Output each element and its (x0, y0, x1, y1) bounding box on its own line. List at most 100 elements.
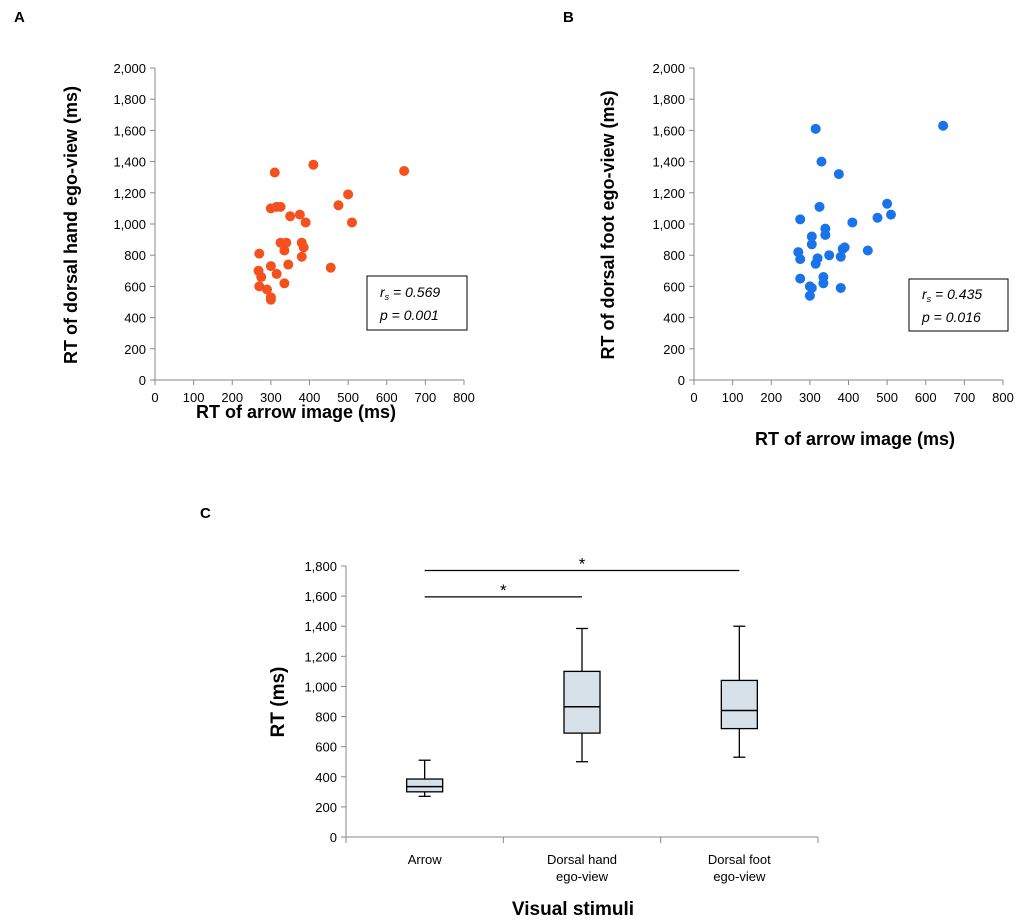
y-tick-label-foot: 1,400 (652, 155, 685, 170)
y-tick-label-box: 1,400 (304, 619, 337, 634)
y-tick-label-hand: 400 (124, 311, 146, 326)
y-tick-label-box: 400 (315, 770, 337, 785)
data-point-foot (882, 198, 893, 209)
data-point-hand (343, 189, 354, 200)
data-point-foot (872, 212, 883, 223)
data-point-hand (265, 294, 276, 305)
stat-rs-foot: rs = 0.435 (922, 286, 982, 304)
stat-p-foot: p = 0.016 (921, 309, 981, 325)
data-point-hand (254, 248, 265, 259)
data-point-hand (262, 284, 273, 295)
data-point-hand (325, 262, 336, 273)
x-tick-label-foot: 300 (799, 390, 821, 405)
y-tick-label-box: 1,800 (304, 559, 337, 574)
data-point-foot (862, 245, 873, 256)
y-tick-label-hand: 0 (139, 373, 146, 388)
y-tick-label-box: 200 (315, 800, 337, 815)
panel-c-label: C (200, 505, 211, 522)
x-tick-label-hand: 700 (415, 390, 437, 405)
x-tick-label-hand: 100 (183, 390, 205, 405)
data-point-hand (346, 217, 357, 228)
stats-box-foot (908, 278, 1009, 332)
x-tick-label-hand: 600 (376, 390, 398, 405)
scatter-panel-foot: 0 100 200 300 400 500 600 700 800 0 200 400 600 800 1,… (598, 61, 1014, 449)
y-tick-label-hand: 1,200 (113, 186, 146, 201)
category-label: ego-view (713, 869, 766, 884)
x-tick-label-hand: 400 (299, 390, 321, 405)
x-tick-label-foot: 400 (838, 390, 860, 405)
y-tick-label-foot: 1,000 (652, 217, 685, 232)
data-point-foot (795, 273, 806, 284)
x-tick-label-hand: 500 (337, 390, 359, 405)
x-tick-label-hand: 0 (151, 390, 158, 405)
data-point-hand (271, 268, 282, 279)
data-point-foot (795, 254, 806, 265)
data-point-foot (812, 253, 823, 264)
data-point-foot (820, 223, 831, 234)
scatter-panel-hand: 0 100 200 300 400 500 600 700 800 0 200 400 600 800 1,… (61, 61, 475, 422)
data-point-foot (810, 123, 821, 134)
data-point-foot (833, 169, 844, 180)
y-tick-label-box: 1,000 (304, 679, 337, 694)
data-point-foot (835, 251, 846, 262)
category-label: Dorsal foot (708, 852, 771, 867)
x-tick-label-foot: 100 (722, 390, 744, 405)
y-tick-label-foot: 600 (663, 279, 685, 294)
data-point-foot (938, 120, 949, 131)
data-point-hand (275, 201, 286, 212)
data-point-hand (283, 259, 294, 270)
stat-p-hand: p = 0.001 (379, 307, 439, 323)
x-tick-label-foot: 800 (992, 390, 1014, 405)
significance-star: * (500, 581, 507, 600)
x-axis-title-box: Visual stimuli (512, 899, 634, 920)
data-point-foot (835, 282, 846, 293)
y-tick-label-hand: 600 (124, 279, 146, 294)
data-point-foot (816, 156, 827, 167)
x-tick-label-foot: 700 (954, 390, 976, 405)
data-point-hand (256, 272, 267, 283)
category-label: Dorsal hand (547, 852, 617, 867)
y-tick-label-box: 1,600 (304, 589, 337, 604)
data-point-foot (806, 231, 817, 242)
data-point-foot (804, 290, 815, 301)
data-point-foot (824, 250, 835, 261)
stat-rs-hand: rs = 0.569 (380, 284, 440, 302)
data-point-foot (839, 242, 850, 253)
box-iqr (720, 679, 758, 730)
significance-brackets: ** (424, 555, 740, 600)
y-tick-label-box: 800 (315, 710, 337, 725)
points-foot (793, 120, 949, 301)
y-tick-label-hand: 200 (124, 342, 146, 357)
data-point-hand (298, 242, 309, 253)
axes-box: 0 200 400 600 800 1,000 1,200 1,400 1,600 1,800 Ar… (304, 559, 819, 884)
panel-a-label: A (14, 9, 25, 26)
x-tick-label-foot: 500 (876, 390, 898, 405)
data-point-hand (300, 217, 311, 228)
data-point-foot (795, 214, 806, 225)
data-point-hand (308, 159, 319, 170)
data-point-foot (814, 201, 825, 212)
category-label: Arrow (408, 852, 443, 867)
box-panel: 0 200 400 600 800 1,000 1,200 1,400 1,600 1,800 Ar… (268, 555, 819, 920)
y-tick-label-foot: 2,000 (652, 61, 685, 76)
y-tick-label-hand: 1,800 (113, 92, 146, 107)
x-tick-label-foot: 0 (690, 390, 697, 405)
box-iqr (563, 670, 601, 734)
data-point-hand (294, 209, 305, 220)
y-tick-label-foot: 200 (663, 342, 685, 357)
data-point-foot (806, 282, 817, 293)
x-tick-label-foot: 200 (760, 390, 782, 405)
y-axis-title-foot: RT of dorsal foot ego-view (ms) (598, 90, 618, 359)
boxes (406, 625, 758, 797)
data-point-hand (279, 278, 290, 289)
y-tick-label-box: 0 (330, 830, 337, 845)
box-iqr (406, 778, 444, 793)
x-tick-label-hand: 300 (260, 390, 282, 405)
data-point-hand (265, 261, 276, 272)
axes-hand: 0 100 200 300 400 500 600 700 800 0 200 400 600 800 1,… (113, 61, 474, 405)
axes-foot: 0 100 200 300 400 500 600 700 800 0 200 400 600 800 1,… (652, 61, 1013, 405)
x-axis-title-foot: RT of arrow image (ms) (755, 429, 955, 449)
y-tick-label-hand: 800 (124, 248, 146, 263)
category-label: ego-view (556, 869, 609, 884)
